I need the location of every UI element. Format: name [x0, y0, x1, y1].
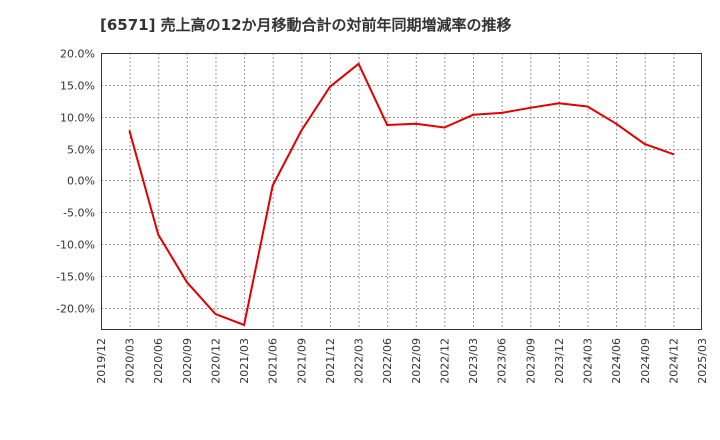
- data-point: [271, 184, 274, 187]
- x-tick-label: 2020/09: [181, 338, 194, 384]
- data-point: [643, 143, 646, 146]
- y-tick-label: -5.0%: [63, 207, 95, 220]
- y-tick-label: 5.0%: [67, 144, 95, 157]
- x-tick-label: 2020/12: [209, 338, 222, 384]
- x-tick-label: 2020/06: [152, 338, 165, 384]
- data-point: [615, 122, 618, 125]
- x-tick-label: 2023/03: [467, 338, 480, 384]
- x-tick-label: 2021/06: [267, 338, 280, 384]
- axes: [101, 53, 702, 330]
- data-point: [443, 126, 446, 129]
- data-point: [557, 102, 560, 105]
- y-tick-label: -15.0%: [56, 271, 95, 284]
- x-tick-label: 2024/12: [667, 338, 680, 384]
- x-tick-label: 2022/03: [353, 338, 366, 384]
- plot-frame: [101, 53, 702, 330]
- data-point: [414, 122, 417, 125]
- data-point: [672, 153, 675, 156]
- x-tick-label: 2024/06: [610, 338, 623, 384]
- chart-title: [6571] 売上高の12か月移動合計の対前年同期増減率の推移: [100, 16, 512, 34]
- x-tick-label: 2025/03: [696, 338, 709, 384]
- data-point: [185, 281, 188, 284]
- y-tick-label: -20.0%: [56, 303, 95, 316]
- data-point: [357, 62, 360, 65]
- x-tick-label: 2024/09: [639, 338, 652, 384]
- x-tick-label: 2021/12: [324, 338, 337, 384]
- x-tick-label: 2021/09: [295, 338, 308, 384]
- x-tick-label: 2021/03: [238, 338, 251, 384]
- x-tick-label: 2020/03: [124, 338, 137, 384]
- data-point: [529, 106, 532, 109]
- data-point: [586, 105, 589, 108]
- data-point: [128, 130, 131, 133]
- data-point: [500, 111, 503, 114]
- grid: [101, 53, 702, 330]
- data-point: [329, 85, 331, 88]
- series-line: [128, 62, 674, 326]
- y-tick-label: -10.0%: [56, 239, 95, 252]
- x-tick-label: 2022/06: [381, 338, 394, 384]
- data-point: [386, 124, 389, 126]
- y-tick-label: 15.0%: [60, 80, 95, 93]
- x-axis-ticks: 2019/12 2020/03 2020/06 2020/09 2020/12 2021/…: [95, 338, 709, 384]
- x-tick-label: 2022/12: [438, 338, 451, 384]
- data-point: [157, 233, 160, 236]
- x-tick-label: 2023/09: [524, 338, 537, 384]
- x-tick-label: 2019/12: [95, 338, 108, 384]
- x-tick-label: 2023/06: [496, 338, 509, 384]
- x-tick-label: 2024/03: [582, 338, 595, 384]
- y-tick-label: 20.0%: [60, 48, 95, 61]
- series: [128, 62, 675, 326]
- x-tick-label: 2023/12: [553, 338, 566, 384]
- y-tick-label: 0.0%: [67, 175, 95, 188]
- data-point: [243, 323, 246, 326]
- data-point: [214, 313, 217, 316]
- data-point: [472, 113, 474, 116]
- data-point: [300, 129, 303, 132]
- y-tick-label: 10.0%: [60, 112, 95, 125]
- x-tick-label: 2022/09: [410, 338, 423, 384]
- y-axis-ticks: 20.0% 15.0% 10.0% 5.0% 0.0% -5.0% -10.0% -15.0%…: [56, 48, 95, 316]
